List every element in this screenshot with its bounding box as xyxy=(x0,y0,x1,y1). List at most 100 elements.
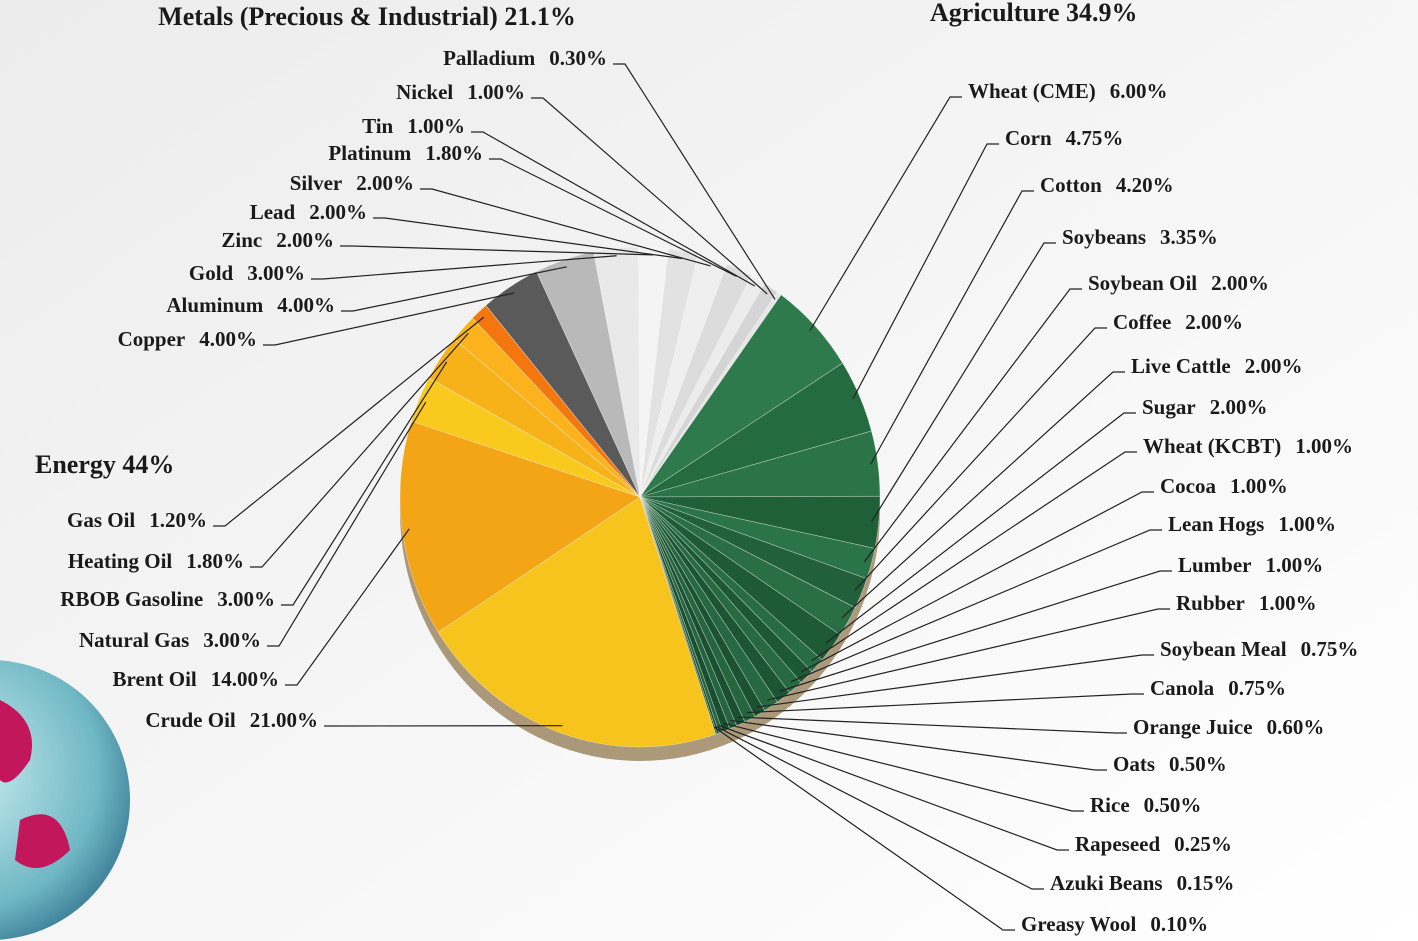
leader-line xyxy=(715,725,1044,890)
category-name: Soybean Meal xyxy=(1160,637,1287,661)
slice-label: Wheat (KCBT) 1.00% xyxy=(1143,434,1353,458)
leader-line xyxy=(811,451,1137,662)
value-label: 14.00% xyxy=(211,667,279,691)
value-label: 6.00% xyxy=(1110,79,1168,103)
category-name: Live Cattle xyxy=(1131,354,1231,378)
slice-label: Rice 0.50% xyxy=(1090,793,1201,817)
slice-label: Lean Hogs 1.00% xyxy=(1168,512,1336,536)
value-label: 3.00% xyxy=(203,628,261,652)
slice-label: Canola 0.75% xyxy=(1150,676,1286,700)
category-name: Oats xyxy=(1113,752,1155,776)
leader-line xyxy=(730,719,1107,771)
value-label: 2.00% xyxy=(1211,271,1269,295)
category-name: Zinc xyxy=(221,228,262,252)
value-label: 1.80% xyxy=(425,141,483,165)
slice-label: Live Cattle 2.00% xyxy=(1131,354,1302,378)
slice-label: Rapeseed 0.25% xyxy=(1075,832,1232,856)
value-label: 2.00% xyxy=(309,200,367,224)
leader-line xyxy=(863,288,1082,563)
pie-slice xyxy=(639,291,782,498)
value-label: 0.60% xyxy=(1267,715,1325,739)
slice-label: Soybeans 3.35% xyxy=(1062,225,1218,249)
leader-line xyxy=(213,316,485,527)
category-name: Canola xyxy=(1150,676,1215,700)
category-name: Natural Gas xyxy=(79,628,189,652)
leader-line xyxy=(471,131,756,287)
category-name: Cocoa xyxy=(1160,474,1216,498)
category-name: Aluminum xyxy=(166,293,263,317)
category-name: Silver xyxy=(290,171,343,195)
slice-label: Silver 2.00% xyxy=(290,171,414,195)
group-title: Energy 44% xyxy=(35,450,174,479)
category-name: Coffee xyxy=(1113,310,1171,334)
slice-label: Lumber 1.00% xyxy=(1178,553,1323,577)
value-label: 4.00% xyxy=(199,327,257,351)
group-title: Agriculture 34.9% xyxy=(930,0,1138,27)
value-label: 2.00% xyxy=(1210,395,1268,419)
value-label: 1.00% xyxy=(1230,474,1288,498)
category-name: Greasy Wool xyxy=(1021,912,1136,936)
leader-line xyxy=(790,529,1162,683)
slice-label: Heating Oil 1.80% xyxy=(68,549,244,573)
category-name: Corn xyxy=(1005,126,1052,150)
slice-label: Platinum 1.80% xyxy=(328,141,483,165)
value-label: 2.00% xyxy=(1245,354,1303,378)
category-name: Gold xyxy=(189,261,234,285)
slice-label: Palladium 0.30% xyxy=(443,46,607,70)
category-name: Sugar xyxy=(1142,395,1196,419)
category-name: Nickel xyxy=(396,80,453,104)
leader-line xyxy=(267,401,427,647)
leader-line xyxy=(756,654,1154,708)
leader-line xyxy=(311,255,617,280)
leader-line xyxy=(737,716,1127,734)
category-name: Rice xyxy=(1090,793,1130,817)
leader-line xyxy=(767,608,1170,701)
value-label: 1.00% xyxy=(1259,591,1317,615)
leader-line xyxy=(801,491,1154,673)
slice-label: Wheat (CME) 6.00% xyxy=(968,79,1167,103)
globe xyxy=(0,660,130,940)
value-label: 4.00% xyxy=(277,293,335,317)
leader-line xyxy=(250,332,469,568)
value-label: 1.80% xyxy=(186,549,244,573)
value-label: 1.00% xyxy=(467,80,525,104)
slice-label: Zinc 2.00% xyxy=(221,228,334,252)
category-name: Soybeans xyxy=(1062,225,1146,249)
slice-label: Cocoa 1.00% xyxy=(1160,474,1288,498)
category-name: Soybean Oil xyxy=(1088,271,1197,295)
leader-line xyxy=(841,371,1125,619)
pie-slice xyxy=(437,496,716,748)
leader-line xyxy=(779,570,1172,692)
value-label: 0.50% xyxy=(1144,793,1202,817)
category-name: RBOB Gasoline xyxy=(60,587,203,611)
value-label: 1.00% xyxy=(1278,512,1336,536)
leader-line xyxy=(263,292,515,346)
slice-label: Natural Gas 3.00% xyxy=(79,628,261,652)
leader-line xyxy=(723,722,1084,812)
value-label: 21.00% xyxy=(250,708,318,732)
slice-label: Soybean Meal 0.75% xyxy=(1160,637,1358,661)
category-name: Crude Oil xyxy=(145,708,236,732)
value-label: 1.00% xyxy=(1295,434,1353,458)
value-label: 2.00% xyxy=(1185,310,1243,334)
pie-slice xyxy=(399,420,641,633)
leader-line xyxy=(852,143,999,400)
leader-line xyxy=(871,242,1056,523)
leader-line xyxy=(281,361,448,606)
leader-line xyxy=(825,412,1136,644)
category-name: Azuki Beans xyxy=(1050,871,1163,895)
leader-line xyxy=(489,158,737,277)
slice-label: Copper 4.00% xyxy=(118,327,257,351)
leader-line xyxy=(373,217,683,260)
value-label: 3.35% xyxy=(1160,225,1218,249)
slice-label: Gas Oil 1.20% xyxy=(67,508,207,532)
value-label: 0.30% xyxy=(549,46,607,70)
value-label: 3.00% xyxy=(247,261,305,285)
value-label: 2.00% xyxy=(356,171,414,195)
group-title: Metals (Precious & Industrial) 21.1% xyxy=(158,2,576,31)
leader-line xyxy=(809,96,962,332)
category-name: Lead xyxy=(250,200,296,224)
category-name: Cotton xyxy=(1040,173,1102,197)
leader-line xyxy=(285,528,410,686)
